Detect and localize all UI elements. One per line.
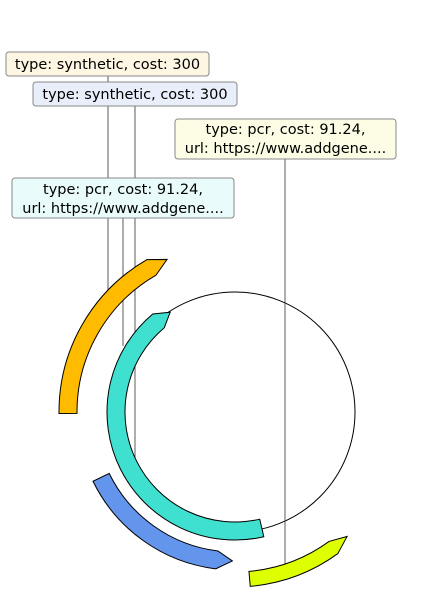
label-line: type: pcr, cost: 91.24, bbox=[43, 182, 203, 198]
feature-arc-synthetic-2[interactable] bbox=[92, 472, 234, 570]
label-line: type: synthetic, cost: 300 bbox=[42, 87, 227, 103]
label-line: type: synthetic, cost: 300 bbox=[15, 57, 200, 73]
label-line: url: https://www.addgene.... bbox=[185, 141, 386, 157]
label-box bbox=[174, 118, 397, 160]
label-line: type: pcr, cost: 91.24, bbox=[206, 122, 366, 138]
feature-label-synthetic-2[interactable]: type: synthetic, cost: 300 bbox=[32, 81, 238, 107]
label-box bbox=[5, 51, 210, 77]
feature-label-pcr-2[interactable]: type: pcr, cost: 91.24, url: https://www… bbox=[11, 177, 235, 219]
feature-arc-pcr-1[interactable] bbox=[248, 535, 349, 587]
feature-arc-synthetic-1[interactable] bbox=[58, 258, 169, 415]
label-box bbox=[11, 177, 235, 219]
label-line: url: https://www.addgene.... bbox=[22, 201, 223, 217]
feature-arc-pcr-2[interactable] bbox=[106, 311, 265, 541]
feature-arcs bbox=[58, 258, 349, 587]
feature-label-pcr-1[interactable]: type: pcr, cost: 91.24, url: https://www… bbox=[174, 118, 397, 160]
feature-label-synthetic-1[interactable]: type: synthetic, cost: 300 bbox=[5, 51, 210, 77]
label-box bbox=[32, 81, 238, 107]
